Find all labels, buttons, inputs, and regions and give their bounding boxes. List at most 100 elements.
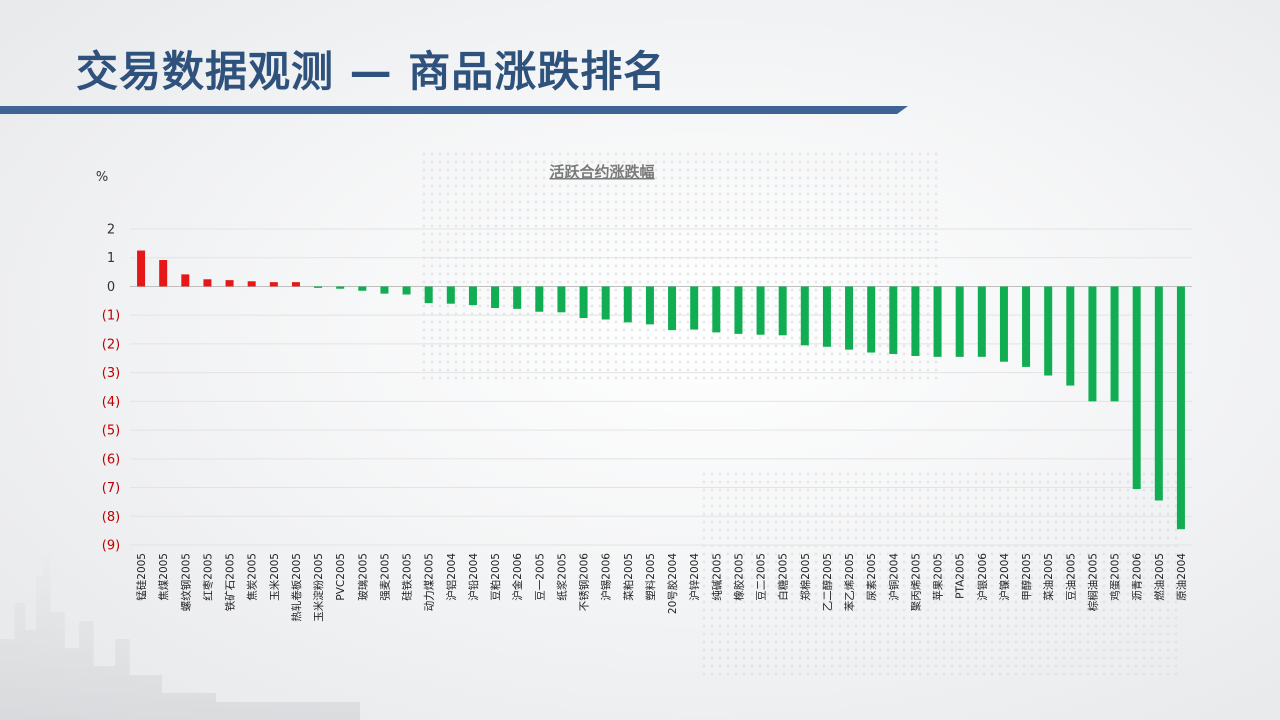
bar	[380, 286, 389, 294]
bar	[734, 286, 743, 334]
bar	[1022, 286, 1031, 367]
bar	[468, 286, 477, 306]
bar	[491, 286, 500, 308]
x-tick-label: 沪铅2004	[467, 553, 480, 601]
bar	[557, 286, 566, 313]
y-tick-label: (3)	[102, 366, 120, 381]
x-tick-label: 豆一2005	[534, 553, 546, 601]
x-tick-label: 强麦2005	[379, 553, 391, 601]
x-tick-label: 白糖2005	[777, 553, 790, 601]
x-tick-label: 焦炭2005	[246, 553, 259, 601]
page-title: 交易数据观测 — 商品涨跌排名	[76, 47, 667, 96]
bar	[291, 282, 300, 287]
x-tick-label: 菜油2005	[1042, 553, 1055, 601]
y-tick-label: 2	[107, 223, 115, 238]
bar	[955, 286, 964, 357]
bar	[1176, 286, 1185, 530]
x-tick-label: 菜粕2005	[622, 553, 635, 601]
x-tick-label: 甲醇2005	[1020, 553, 1033, 601]
bar	[1110, 286, 1119, 402]
x-tick-label: 乙二醇2005	[821, 553, 834, 611]
x-tick-label: 锰硅2005	[135, 553, 148, 601]
bar	[668, 286, 677, 331]
bar	[314, 286, 323, 288]
x-tick-label: 聚丙烯2005	[909, 553, 922, 611]
bar	[911, 286, 920, 356]
x-tick-label: 郑棉2005	[799, 553, 812, 601]
x-tick-label: 红枣2005	[201, 553, 214, 601]
bar	[402, 286, 411, 295]
bar	[1154, 286, 1163, 501]
bar	[181, 274, 190, 287]
x-tick-label: 沪锌2004	[688, 553, 701, 601]
y-tick-label: (9)	[102, 539, 120, 554]
y-tick-label: 1	[107, 251, 115, 266]
x-tick-label: 燃油2005	[1153, 553, 1166, 601]
x-tick-label: 热轧卷板2005	[290, 553, 303, 622]
bar	[446, 286, 455, 304]
x-tick-label: 纸浆2005	[555, 553, 568, 601]
x-tick-label: 豆粕2005	[489, 553, 502, 601]
x-tick-label: 硅铁2005	[401, 553, 414, 601]
x-tick-label: 铁矿石2005	[224, 553, 237, 611]
x-tick-label: 豆油2005	[1064, 553, 1077, 601]
bar	[579, 286, 588, 319]
x-tick-label: 螺纹钢2005	[179, 553, 192, 611]
x-tick-label: 沥青2006	[1131, 553, 1144, 601]
y-tick-label: 0	[107, 280, 115, 295]
bar	[535, 286, 544, 312]
bar	[867, 286, 876, 353]
y-tick-label: (8)	[102, 510, 120, 525]
y-tick-label: (7)	[102, 481, 120, 496]
bar	[645, 286, 654, 325]
bar	[513, 286, 522, 309]
bar	[845, 286, 854, 350]
bar	[690, 286, 699, 330]
x-tick-label: PTA2005	[955, 553, 967, 599]
bar	[977, 286, 986, 357]
y-axis-label: %	[96, 170, 108, 185]
bar	[247, 281, 256, 287]
bar	[1044, 286, 1053, 376]
bar	[756, 286, 765, 335]
x-tick-label: 棕榈油2005	[1086, 553, 1099, 611]
bar	[137, 250, 146, 287]
x-tick-label: 尿素2005	[865, 553, 878, 601]
bar	[358, 286, 367, 291]
x-tick-label: 20号胶2004	[666, 553, 679, 614]
bar	[1066, 286, 1075, 386]
bar	[336, 286, 345, 289]
x-tick-label: 豆二2005	[756, 553, 768, 601]
bar	[712, 286, 721, 333]
bar	[269, 282, 278, 287]
bar	[800, 286, 809, 346]
x-tick-label: 不锈钢2006	[578, 553, 591, 612]
x-tick-label: 玉米2005	[268, 553, 281, 601]
x-tick-label: 动力煤2005	[423, 553, 436, 611]
x-tick-label: 原油2004	[1175, 553, 1188, 601]
background-dots	[700, 470, 1180, 680]
x-tick-label: 沪银2006	[976, 553, 989, 601]
bar	[225, 280, 234, 287]
bar	[424, 286, 433, 304]
x-tick-label: 沪金2006	[511, 553, 524, 601]
bar	[822, 286, 831, 347]
bar	[1088, 286, 1097, 402]
bar	[203, 279, 212, 287]
bar	[601, 286, 610, 320]
x-tick-label: 沪铝2004	[445, 553, 458, 601]
bar	[933, 286, 942, 357]
x-tick-label: 苯乙烯2005	[843, 553, 856, 611]
chart-title: 活跃合约涨跌幅	[549, 163, 654, 181]
bar	[1132, 286, 1141, 489]
bar	[159, 260, 168, 287]
x-tick-label: 纯碱2005	[710, 553, 723, 601]
x-tick-label: 焦煤2005	[157, 553, 170, 601]
x-tick-label: 沪铜2004	[887, 553, 900, 601]
x-tick-label: 沪镍2004	[998, 553, 1011, 601]
x-tick-label: 玉米淀粉2005	[312, 553, 325, 622]
x-tick-label: 橡胶2005	[732, 553, 745, 601]
x-tick-label: 玻璃2005	[356, 553, 369, 601]
bar	[623, 286, 632, 323]
